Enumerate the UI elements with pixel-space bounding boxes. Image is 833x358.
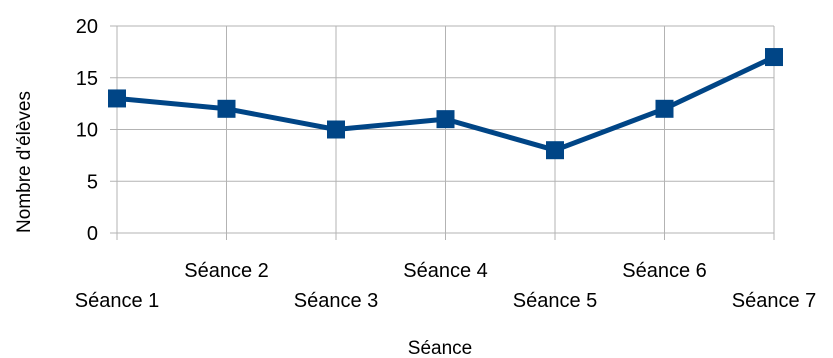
y-tick-label: 20: [76, 16, 98, 38]
x-tick-label: Séance 1: [75, 290, 160, 312]
y-tick-label: 10: [76, 120, 98, 142]
x-tick-label: Séance 7: [732, 290, 817, 312]
x-tick-label: Séance 2: [184, 260, 269, 282]
x-tick-label: Séance 3: [294, 290, 379, 312]
y-tick-label: 5: [87, 171, 98, 193]
x-tick-label: Séance 6: [622, 260, 707, 282]
x-tick-label: Séance 5: [513, 290, 598, 312]
data-point-marker: [327, 120, 345, 139]
data-point-marker: [655, 99, 674, 118]
x-axis-ticks: Séance 1 Séance 2 Séance 3 Séance 4 Séance 5…: [75, 260, 817, 312]
grid-lines: [110, 25, 775, 240]
y-axis-title: Nombre d'élèves: [14, 91, 35, 233]
data-point-marker: [436, 110, 455, 129]
y-tick-label: 15: [76, 68, 98, 90]
data-point-marker: [217, 99, 236, 118]
y-axis-ticks: 0 5 10 15 20: [76, 16, 98, 245]
data-point-marker: [546, 141, 564, 160]
x-tick-label: Séance 4: [403, 260, 488, 282]
x-axis-title: Séance: [408, 338, 472, 358]
data-point-marker: [108, 89, 126, 108]
data-point-marker: [765, 48, 783, 67]
series-group: [108, 48, 783, 160]
y-tick-label: 0: [87, 223, 98, 245]
